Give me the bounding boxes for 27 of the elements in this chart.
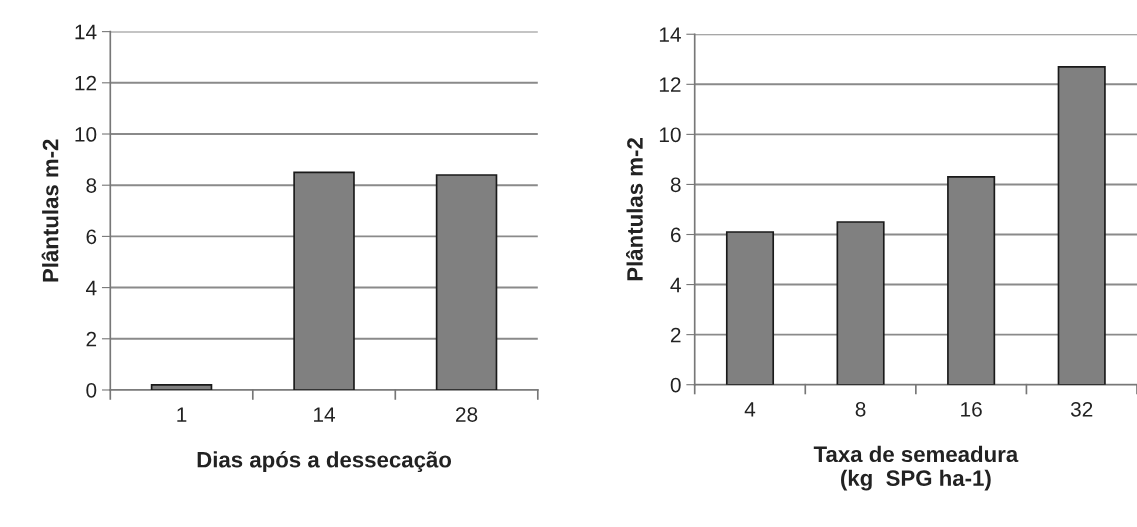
y-tick-label: 6 [670, 227, 681, 243]
y-tick-label: 14 [659, 27, 681, 42]
y-tick-label: 6 [86, 229, 97, 245]
x-tick-label: 32 [1070, 401, 1093, 417]
x-tick-label: 28 [456, 407, 478, 422]
y-axis-title: Plântulas m-2 [41, 139, 59, 282]
y-tick-label: 12 [659, 77, 681, 92]
x-tick-label: 4 [744, 402, 756, 417]
x-tick-label: 8 [855, 401, 866, 417]
x-tick-label: 16 [961, 401, 982, 417]
x-tick-label: 1 [177, 407, 187, 422]
y-tick-label: 14 [75, 24, 97, 40]
y-tick-label: 4 [670, 277, 681, 293]
x-tick-label: 14 [314, 407, 336, 422]
y-tick-label: 10 [659, 127, 681, 143]
y-tick-label: 2 [86, 331, 97, 347]
y-tick-label: 8 [86, 178, 97, 193]
x-axis-title: Dias após a dessecação [197, 451, 452, 472]
y-tick-label: 0 [86, 382, 97, 398]
y-axis-title: Plântulas m-2 [626, 138, 643, 281]
y-tick-label: 4 [85, 280, 97, 296]
y-tick-label: 0 [670, 377, 681, 393]
y-tick-label: 8 [670, 177, 681, 193]
y-tick-label: 12 [75, 75, 97, 91]
x-axis-title: Taxa de semeadura (kg SPG ha-1) [813, 445, 1019, 491]
y-tick-label: 10 [75, 127, 97, 142]
y-tick-label: 2 [670, 327, 681, 343]
